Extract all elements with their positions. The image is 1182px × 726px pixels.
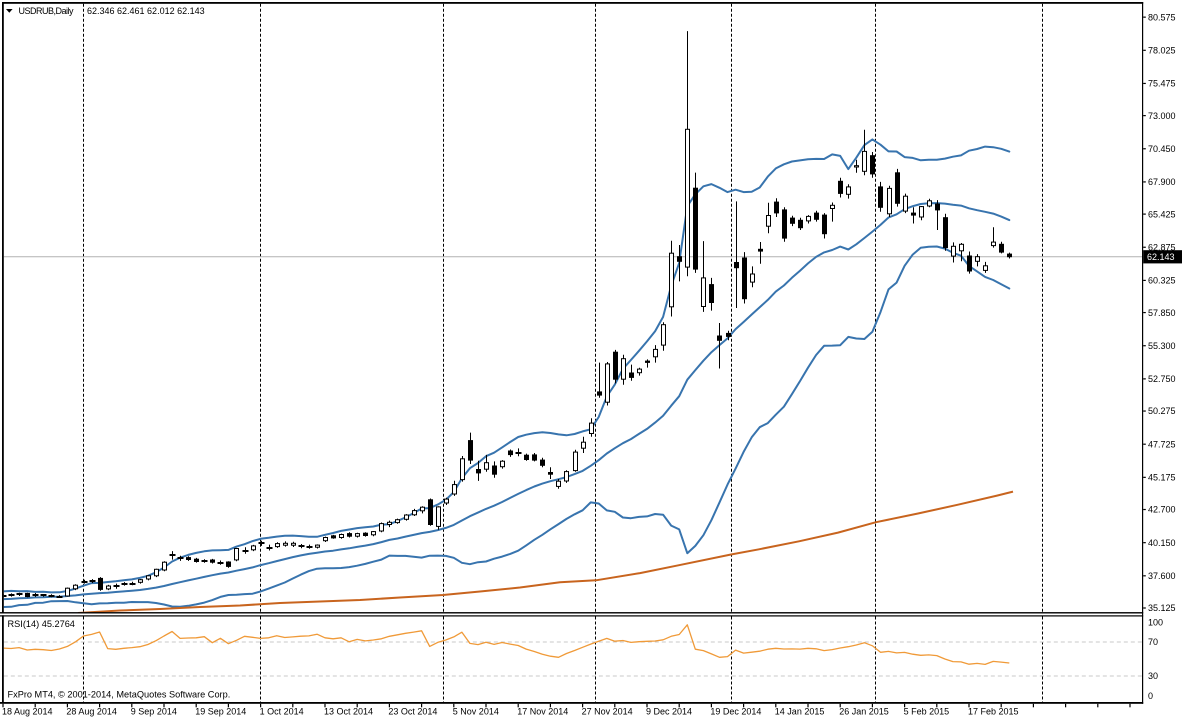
svg-text:65.425: 65.425: [1148, 209, 1176, 219]
svg-text:19 Dec 2014: 19 Dec 2014: [710, 707, 761, 717]
svg-text:78.025: 78.025: [1148, 46, 1176, 56]
svg-text:37.600: 37.600: [1148, 571, 1176, 581]
svg-text:5 Feb 2015: 5 Feb 2015: [904, 707, 950, 717]
svg-text:42.700: 42.700: [1148, 505, 1176, 515]
svg-text:17 Feb 2015: 17 Feb 2015: [968, 707, 1019, 717]
svg-text:45.175: 45.175: [1148, 473, 1176, 483]
svg-text:0: 0: [1148, 691, 1153, 701]
svg-text:19 Sep 2014: 19 Sep 2014: [195, 707, 246, 717]
svg-text:67.900: 67.900: [1148, 177, 1176, 187]
svg-text:80.575: 80.575: [1148, 12, 1176, 22]
svg-text:RSI(14) 45.2764: RSI(14) 45.2764: [8, 619, 75, 629]
svg-text:70.450: 70.450: [1148, 144, 1176, 154]
svg-text:30: 30: [1148, 671, 1158, 681]
svg-text:17 Nov 2014: 17 Nov 2014: [517, 707, 568, 717]
svg-text:9 Dec 2014: 9 Dec 2014: [646, 707, 692, 717]
svg-text:52.750: 52.750: [1148, 374, 1176, 384]
svg-text:62.143: 62.143: [1147, 252, 1175, 262]
svg-text:USDRUB,Daily: USDRUB,Daily: [19, 6, 75, 16]
svg-text:62.346 62.461 62.012 62.143: 62.346 62.461 62.012 62.143: [87, 6, 205, 16]
svg-text:28 Aug 2014: 28 Aug 2014: [66, 707, 117, 717]
svg-text:100: 100: [1148, 618, 1163, 628]
svg-text:70: 70: [1148, 637, 1158, 647]
svg-text:55.300: 55.300: [1148, 341, 1176, 351]
svg-text:13 Oct 2014: 13 Oct 2014: [324, 707, 373, 717]
svg-text:1 Oct 2014: 1 Oct 2014: [260, 707, 304, 717]
svg-text:50.275: 50.275: [1148, 406, 1176, 416]
svg-text:60.325: 60.325: [1148, 276, 1176, 286]
svg-text:40.150: 40.150: [1148, 538, 1176, 548]
svg-text:14 Jan 2015: 14 Jan 2015: [775, 707, 825, 717]
svg-text:26 Jan 2015: 26 Jan 2015: [839, 707, 889, 717]
svg-text:62.875: 62.875: [1148, 242, 1176, 252]
svg-text:57.850: 57.850: [1148, 308, 1176, 318]
svg-text:5 Nov 2014: 5 Nov 2014: [453, 707, 499, 717]
svg-text:23 Oct 2014: 23 Oct 2014: [388, 707, 437, 717]
svg-text:27 Nov 2014: 27 Nov 2014: [582, 707, 633, 717]
svg-text:FxPro MT4, © 2001-2014, MetaQu: FxPro MT4, © 2001-2014, MetaQuotes Softw…: [8, 689, 231, 699]
svg-text:18 Aug 2014: 18 Aug 2014: [2, 707, 53, 717]
svg-text:75.475: 75.475: [1148, 79, 1176, 89]
svg-text:73.000: 73.000: [1148, 111, 1176, 121]
svg-text:9 Sep 2014: 9 Sep 2014: [131, 707, 177, 717]
svg-text:35.125: 35.125: [1148, 603, 1176, 613]
svg-text:47.725: 47.725: [1148, 439, 1176, 449]
